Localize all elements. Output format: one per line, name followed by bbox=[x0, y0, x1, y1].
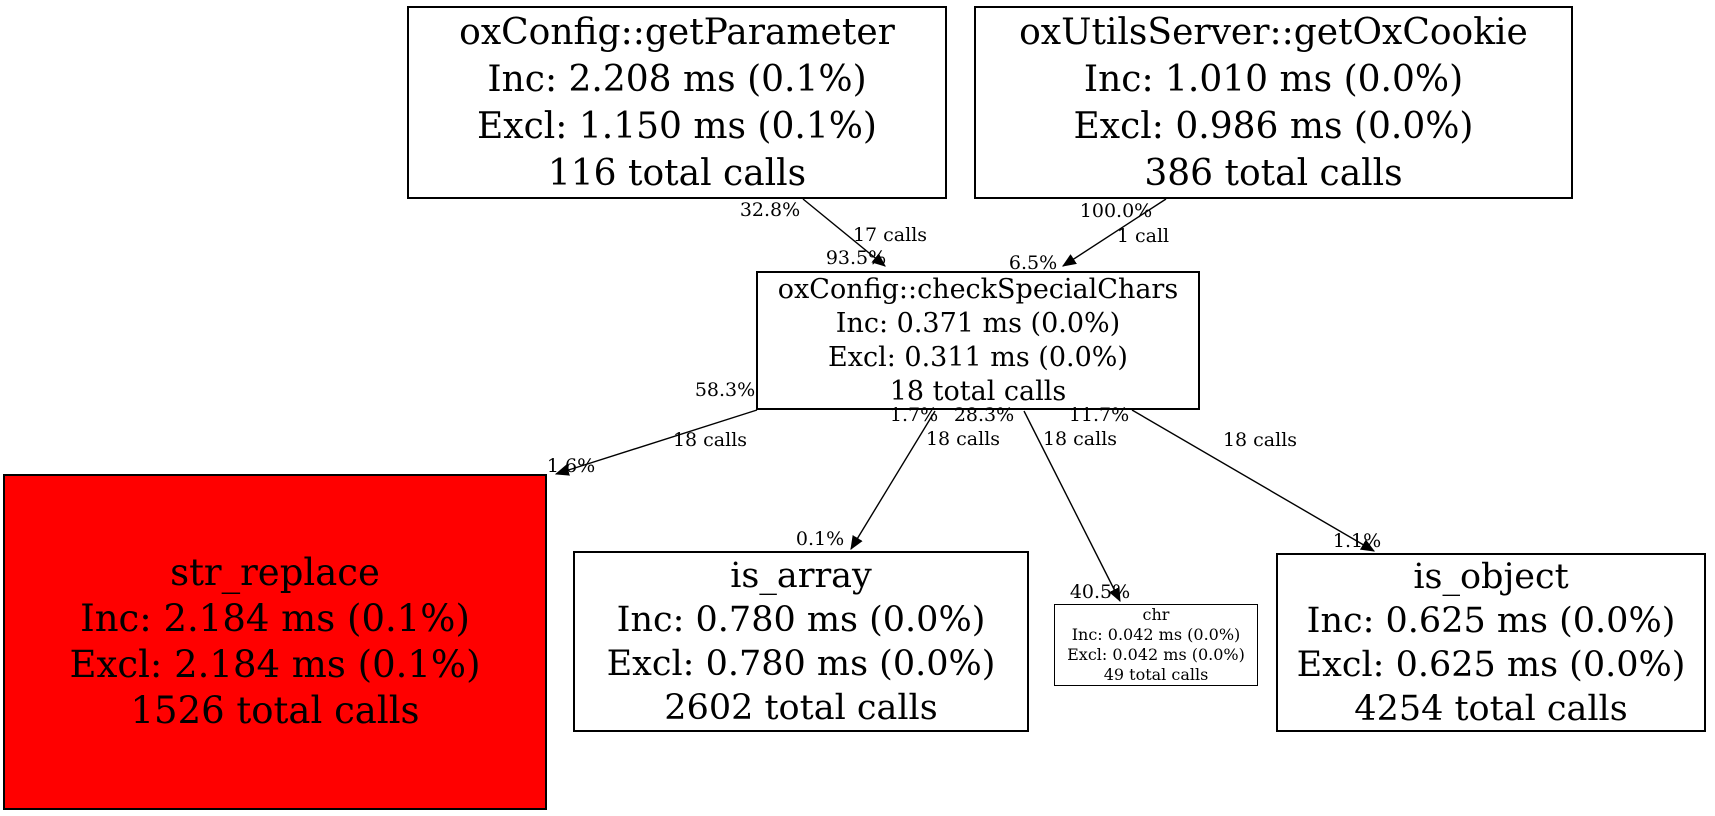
node-inclusive-time: Inc: 2.208 ms (0.1%) bbox=[487, 58, 867, 100]
edge-getoxcookie-to-checkspecialchars bbox=[1062, 198, 1167, 267]
edge-tail-percent: 100.0% bbox=[1079, 200, 1153, 222]
node-total-calls: 386 total calls bbox=[1144, 152, 1403, 194]
edge-tail-percent: 28.3% bbox=[953, 404, 1015, 426]
node-total-calls: 116 total calls bbox=[547, 152, 807, 194]
edge-tail-percent: 1.7% bbox=[889, 404, 939, 426]
node-exclusive-time: Excl: 0.780 ms (0.0%) bbox=[606, 643, 996, 684]
edge-tail-percent: 58.3% bbox=[694, 379, 756, 401]
edge-tail-percent: 11.7% bbox=[1068, 404, 1130, 426]
node-function-name: oxConfig::checkSpecialChars bbox=[777, 273, 1179, 305]
edge-head-percent: 1.1% bbox=[1332, 530, 1382, 552]
node-total-calls: 18 total calls bbox=[889, 375, 1067, 407]
edge-head-percent: 93.5% bbox=[825, 247, 887, 269]
edge-head-percent: 1.6% bbox=[546, 455, 596, 477]
node-function-name: is_array bbox=[730, 555, 872, 596]
edge-call-count: 18 calls bbox=[1042, 428, 1118, 450]
node-total-calls: 2602 total calls bbox=[664, 687, 938, 728]
node-exclusive-time: Excl: 0.986 ms (0.0%) bbox=[1073, 105, 1474, 147]
node-exclusive-time: Excl: 2.184 ms (0.1%) bbox=[69, 643, 481, 686]
node-inclusive-time: Inc: 0.780 ms (0.0%) bbox=[616, 599, 986, 640]
node-oxconfig-checkspecialchars: oxConfig::checkSpecialChars Inc: 0.371 m… bbox=[756, 271, 1200, 410]
node-str-replace: str_replace Inc: 2.184 ms (0.1%) Excl: 2… bbox=[3, 474, 547, 810]
edge-call-count: 18 calls bbox=[672, 429, 748, 451]
node-total-calls: 49 total calls bbox=[1103, 665, 1209, 684]
node-function-name: is_object bbox=[1413, 556, 1569, 597]
node-inclusive-time: Inc: 0.371 ms (0.0%) bbox=[835, 307, 1121, 339]
node-exclusive-time: Excl: 0.311 ms (0.0%) bbox=[828, 341, 1128, 373]
edge-checkspecialchars-to-strreplace bbox=[554, 409, 758, 476]
node-inclusive-time: Inc: 1.010 ms (0.0%) bbox=[1083, 58, 1464, 100]
node-oxconfig-getparameter: oxConfig::getParameter Inc: 2.208 ms (0.… bbox=[407, 6, 947, 199]
node-inclusive-time: Inc: 2.184 ms (0.1%) bbox=[80, 597, 470, 640]
edge-checkspecialchars-to-isarray bbox=[850, 410, 936, 550]
node-total-calls: 4254 total calls bbox=[1354, 688, 1628, 729]
edge-call-count: 17 calls bbox=[852, 224, 928, 246]
edge-getparameter-to-checkspecialchars bbox=[802, 198, 886, 267]
node-oxutilsserver-getoxcookie: oxUtilsServer::getOxCookie Inc: 1.010 ms… bbox=[974, 6, 1573, 199]
edge-checkspecialchars-to-isobject bbox=[1131, 409, 1376, 552]
edge-call-count: 1 call bbox=[1116, 225, 1170, 247]
node-inclusive-time: Inc: 0.042 ms (0.0%) bbox=[1071, 625, 1241, 644]
node-function-name: chr bbox=[1142, 605, 1170, 624]
node-is-array: is_array Inc: 0.780 ms (0.0%) Excl: 0.78… bbox=[573, 551, 1029, 732]
edge-tail-percent: 32.8% bbox=[739, 199, 801, 221]
node-exclusive-time: Excl: 1.150 ms (0.1%) bbox=[477, 105, 877, 147]
node-exclusive-time: Excl: 0.042 ms (0.0%) bbox=[1067, 645, 1245, 664]
edge-call-count: 18 calls bbox=[925, 428, 1001, 450]
node-function-name: oxConfig::getParameter bbox=[459, 11, 895, 53]
edge-head-percent: 0.1% bbox=[795, 528, 845, 550]
node-exclusive-time: Excl: 0.625 ms (0.0%) bbox=[1296, 644, 1686, 685]
node-chr: chr Inc: 0.042 ms (0.0%) Excl: 0.042 ms … bbox=[1054, 604, 1258, 686]
node-total-calls: 1526 total calls bbox=[130, 689, 420, 732]
edge-call-count: 18 calls bbox=[1222, 429, 1298, 451]
node-function-name: str_replace bbox=[170, 551, 380, 594]
node-function-name: oxUtilsServer::getOxCookie bbox=[1019, 11, 1528, 53]
node-is-object: is_object Inc: 0.625 ms (0.0%) Excl: 0.6… bbox=[1276, 553, 1706, 732]
edge-head-percent: 6.5% bbox=[1008, 252, 1058, 274]
node-inclusive-time: Inc: 0.625 ms (0.0%) bbox=[1306, 600, 1676, 641]
edge-checkspecialchars-to-chr bbox=[1023, 410, 1121, 603]
edge-head-percent: 40.5% bbox=[1069, 581, 1131, 603]
